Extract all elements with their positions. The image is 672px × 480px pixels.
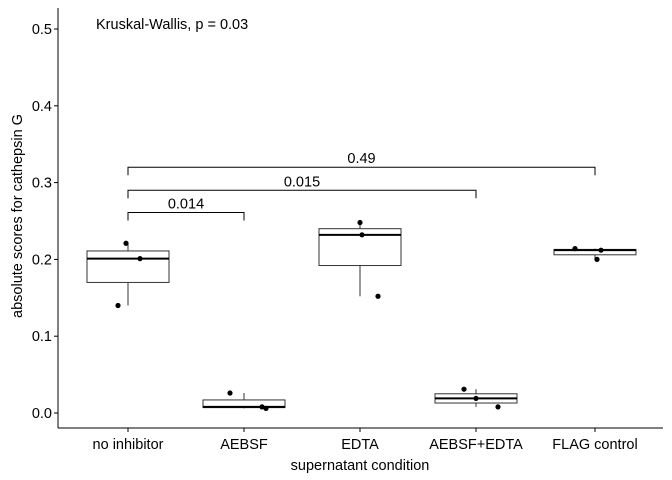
- box-rect: [86, 250, 170, 283]
- data-point: [495, 404, 501, 410]
- data-point: [598, 247, 604, 253]
- x-tick-label: no inhibitor: [93, 437, 164, 453]
- data-point: [357, 219, 363, 226]
- x-tick-label: AEBSF: [220, 437, 268, 453]
- data-point: [115, 302, 121, 309]
- y-tick-label: 0.0: [32, 406, 52, 422]
- boxes: [86, 222, 637, 409]
- bracket-p-value: 0.49: [347, 151, 375, 167]
- x-axis-label: supernatant condition: [291, 458, 430, 474]
- data-point: [572, 246, 578, 252]
- comparison-bracket: 0.015: [127, 174, 477, 199]
- x-tick-label: EDTA: [341, 437, 379, 453]
- bracket-line: [127, 189, 477, 199]
- kruskal-wallis-annotation: Kruskal-Wallis, p = 0.03: [96, 17, 248, 33]
- y-tick-label: 0.2: [32, 252, 52, 268]
- data-point: [137, 256, 143, 262]
- bracket-p-value: 0.015: [284, 174, 320, 190]
- y-tick-label: 0.5: [32, 22, 52, 38]
- data-point: [123, 240, 129, 246]
- bracket-p-value: 0.014: [168, 197, 204, 213]
- data-point: [473, 395, 479, 402]
- box-group: [553, 248, 637, 260]
- data-point: [263, 405, 269, 411]
- comparison-brackets: 0.014 0.015 0.49: [127, 151, 596, 221]
- axes: 0.0 0.1 0.2 0.3 0.4 0.5 no inhibitor AEBSF EDTA A…: [32, 8, 663, 453]
- y-tick-label: 0.4: [32, 99, 52, 115]
- data-point: [375, 293, 381, 299]
- y-tick-label: 0.3: [32, 176, 52, 192]
- data-point: [359, 232, 365, 238]
- comparison-bracket: 0.014: [127, 197, 245, 221]
- bracket-line: [127, 166, 596, 176]
- x-tick-label: FLAG control: [552, 437, 637, 453]
- box-group: [86, 243, 170, 306]
- data-point: [461, 386, 467, 392]
- x-tick-label: AEBSF+EDTA: [429, 437, 523, 453]
- bracket-line: [127, 212, 245, 221]
- data-point: [259, 404, 265, 410]
- points: [115, 219, 604, 411]
- data-point: [594, 256, 600, 262]
- comparison-bracket: 0.49: [127, 151, 596, 176]
- y-axis-label: absolute scores for cathepsin G: [10, 114, 26, 318]
- box-group: [202, 393, 286, 409]
- data-point: [227, 390, 233, 396]
- y-tick-label: 0.1: [32, 329, 52, 345]
